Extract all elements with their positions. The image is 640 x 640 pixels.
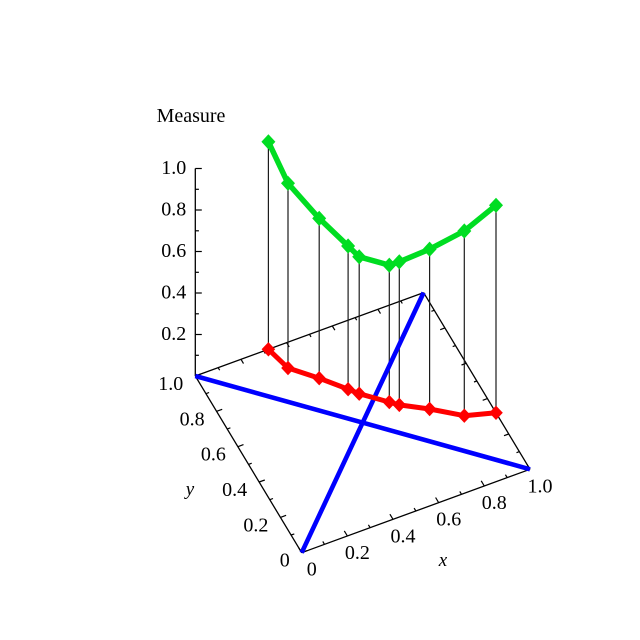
x-axis-tick	[504, 474, 508, 478]
x-tick-label: 0.8	[482, 492, 507, 514]
far-x-edge-tick	[400, 300, 403, 304]
base-path-line	[266, 347, 497, 419]
measure-curve-marker	[281, 175, 295, 191]
x-axis-tick	[459, 491, 463, 495]
y-axis-title: y	[184, 479, 195, 500]
y-axis-tick	[280, 514, 287, 518]
y-axis-tick	[216, 408, 223, 412]
base-anti-diagonal	[194, 373, 531, 472]
z-axis-title: Measure	[157, 105, 226, 127]
z-tick-label: 1.0	[161, 157, 186, 179]
far-x-edge-tick	[331, 325, 336, 331]
measure-curve-line	[265, 140, 498, 268]
y-tick-label: 0.6	[201, 444, 226, 466]
x-tick-label: 0.2	[345, 542, 370, 564]
base-path-marker	[341, 382, 355, 397]
y-axis-tick	[269, 497, 274, 501]
base-path-marker	[281, 360, 295, 376]
y-tick-label: 1.0	[158, 373, 183, 395]
y-axis-tick	[290, 533, 295, 536]
x-axis-tick	[367, 524, 371, 529]
y-axis-tick	[248, 462, 252, 465]
box-edge-far-y	[423, 292, 531, 470]
y-tick-label: 0	[280, 550, 290, 572]
base-path-marker	[392, 397, 407, 413]
x-tick-label: 0.4	[391, 525, 416, 547]
far-y-edge-tick	[439, 327, 446, 331]
x-axis-tick	[322, 541, 326, 545]
z-tick-label: 0.2	[161, 323, 186, 345]
y-axis-tick	[205, 391, 210, 395]
y-tick-label: 0.2	[243, 514, 268, 536]
y-tick-label: 0.4	[222, 479, 247, 501]
far-x-edge-tick	[240, 358, 245, 364]
measure-curve-marker	[489, 197, 503, 213]
measure-curve-marker	[352, 249, 367, 265]
far-x-edge-tick	[377, 308, 382, 314]
measure-curve-marker	[312, 210, 327, 226]
z-tick-label: 0.6	[161, 240, 186, 262]
base-path-marker	[489, 405, 503, 420]
base-path-marker	[457, 408, 472, 423]
far-y-edge-tick	[516, 451, 520, 454]
y-axis-tick	[237, 444, 244, 448]
box-edge-far-x	[195, 291, 424, 377]
x-axis-tick	[480, 480, 485, 487]
x-tick-label: 0	[307, 559, 317, 581]
far-y-edge-tick	[452, 345, 456, 348]
y-axis-tick	[226, 427, 231, 430]
far-x-edge-tick	[354, 317, 358, 321]
measure-curve-marker	[261, 134, 276, 150]
x-tick-label: 1.0	[528, 475, 553, 497]
z-tick-label: 0.8	[161, 199, 186, 221]
far-y-edge-tick	[482, 398, 488, 401]
measure-curve-marker	[422, 241, 437, 257]
chart-layers: 0 0.2 0.4 0.6 0.8 1.0 0 0.2 0.4 0.6 0.8 1.0 0.2 0.4 0.…	[158, 134, 553, 581]
base-path-marker	[422, 401, 437, 417]
far-y-edge-tick	[503, 433, 509, 437]
x-axis-title: x	[438, 550, 448, 571]
base-path-marker	[261, 342, 276, 357]
y-tick-label: 0.8	[180, 408, 205, 430]
measure-curve-marker	[392, 254, 407, 270]
y-axis-tick	[258, 479, 265, 483]
far-y-edge-tick	[431, 309, 435, 312]
base-path-marker	[312, 371, 326, 386]
far-x-edge-tick	[217, 367, 221, 371]
base-path-marker	[352, 386, 366, 401]
x-axis-tick	[389, 513, 394, 520]
x-axis-tick	[413, 507, 417, 512]
measure-curve-marker	[457, 223, 472, 239]
base-path-marker	[382, 394, 397, 410]
far-x-edge-tick	[308, 334, 312, 338]
x-axis-tick	[343, 530, 348, 537]
x-axis-tick	[435, 497, 440, 504]
measure-curve-marker	[341, 238, 356, 254]
far-y-edge-tick	[473, 380, 478, 383]
x-tick-label: 0.6	[436, 509, 461, 531]
measure-curve-marker	[382, 257, 397, 273]
z-tick-label: 0.4	[161, 282, 186, 304]
